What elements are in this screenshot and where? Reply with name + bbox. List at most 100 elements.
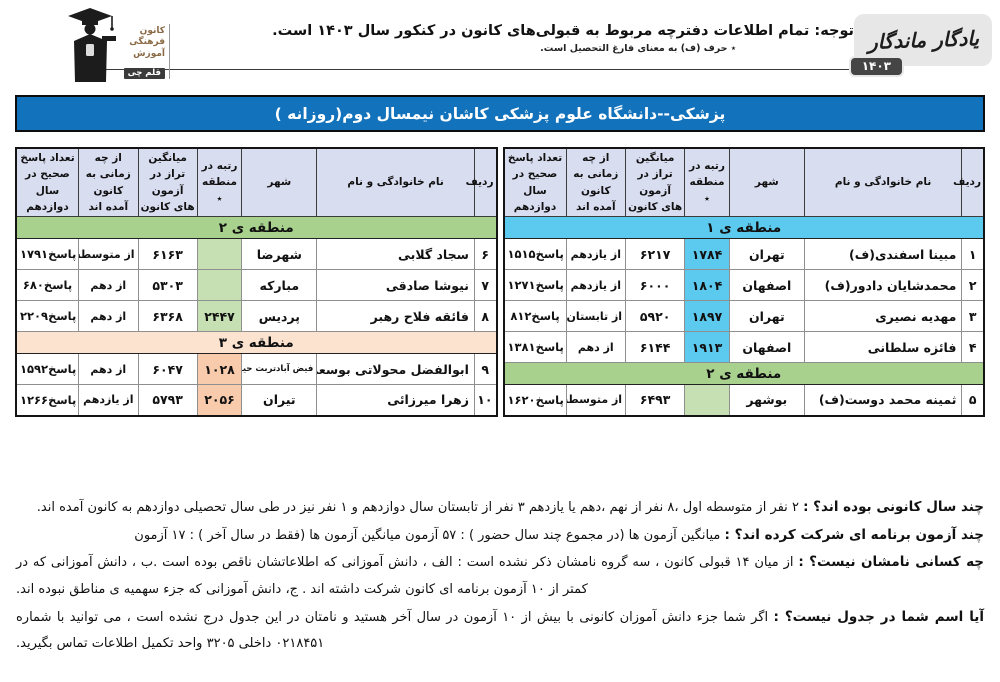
admissions-table-right: ردیف نام خانوادگی و نام شهر رتبه در منطقه ٭… [502, 147, 985, 417]
cell-joined-since: از دهم [565, 331, 627, 364]
cell-average-score: ۶۱۴۴ [625, 331, 686, 364]
cell-row-number: ۶ [473, 238, 498, 271]
cell-region-rank [196, 238, 243, 271]
cell-region-rank: ۱۸۰۴ [684, 269, 730, 302]
cell-student-name: نیوشا صادقی [316, 269, 475, 302]
cell-joined-since: از دهم [78, 269, 139, 302]
region-band-label: منطقه ی ۳ [15, 331, 497, 355]
column-header: تعداد پاسخ صحیح در سال دوازدهم [503, 147, 567, 218]
kanoon-logo-highlight: قلم چی [123, 67, 165, 79]
kanoon-logo-line: فرهنگی [129, 37, 165, 48]
cell-student-name: سجاد گلابی [316, 238, 475, 271]
kanoon-logo-text: کانون فرهنگی آموزش قلم چی [118, 24, 170, 79]
cell-row-number: ۲ [961, 269, 985, 302]
cell-correct-answers: ۸۱۲پاسخ [503, 300, 567, 333]
cell-student-name: مبینا اسفندی(ف) [803, 238, 963, 271]
column-header: میانگین تراز در آزمون های کانون [137, 147, 198, 218]
cell-average-score: ۶۲۱۷ [625, 238, 686, 271]
kanoon-logo-line: کانون [139, 26, 165, 36]
column-header: از چه زمانی به کانون آمده اند [78, 147, 139, 218]
cell-city: مبارکه [241, 269, 318, 302]
note-exam-count: چند آزمون برنامه ای شرکت کرده اند؟ : میا… [16, 522, 984, 550]
column-header: شهر [728, 147, 805, 218]
note-contact: آیا اسم شما در جدول نیست؟ : اگر شما جزء … [16, 604, 984, 658]
cell-city: تهران [728, 300, 805, 333]
cell-correct-answers: ۶۸۰پاسخ [15, 269, 79, 302]
column-header: ردیف [953, 147, 985, 218]
table-right-wrap: ردیف نام خانوادگی و نام شهر رتبه در منطقه ٭… [502, 147, 985, 417]
cell-correct-answers: ۱۷۹۱پاسخ [15, 238, 79, 271]
title-bar: پزشکی--دانشگاه علوم پزشکی کاشان نیمسال د… [15, 95, 985, 132]
cell-average-score: ۶۰۰۰ [625, 269, 686, 302]
cell-correct-answers: ۱۲۶۶پاسخ [15, 384, 79, 417]
cell-student-name: مهدیه نصیری [803, 300, 963, 333]
cell-student-name: فائزه سلطانی [803, 331, 963, 364]
note-question: آیا اسم شما در جدول نیست؟ : [773, 608, 984, 625]
cell-region-rank: ۲۰۵۶ [196, 384, 243, 417]
cell-student-name: ابوالفضل محولاتی بوسعد [316, 353, 475, 386]
cell-joined-since: از یازدهم [565, 238, 627, 271]
cell-student-name: ثمینه محمد دوست(ف) [803, 384, 963, 417]
cell-region-rank: ۱۹۱۳ [684, 331, 730, 364]
cell-row-number: ۳ [961, 300, 985, 333]
cell-row-number: ۱ [961, 238, 985, 271]
column-header: رتبه در منطقه ٭ [684, 147, 730, 218]
cell-average-score: ۶۴۹۳ [625, 384, 686, 417]
cell-average-score: ۶۰۴۷ [137, 353, 198, 386]
cell-average-score: ۶۱۶۳ [137, 238, 198, 271]
note-answer: از میان ۱۴ قبولی کانون ، سه گروه نامشان … [16, 555, 799, 598]
student-row: ۸ فائقه فلاح رهبر پردیس ۲۴۴۷ ۶۳۶۸ از دهم ۲۲۰۹پ… [15, 300, 498, 333]
cell-correct-answers: ۲۲۰۹پاسخ [15, 300, 79, 333]
note-question: چند آزمون برنامه ای شرکت کرده اند؟ : [724, 526, 984, 543]
cell-average-score: ۶۳۶۸ [137, 300, 198, 333]
region-band-label: منطقه ی ۲ [15, 216, 497, 240]
cell-row-number: ۹ [473, 353, 498, 386]
cell-city: فیض آبادتربت حیدریه [241, 353, 318, 386]
note-missing-names: چه کسانی نامشان نیست؟ : از میان ۱۴ قبولی… [16, 549, 984, 603]
yadegar-mandegar-logo: یادگار ماندگار [854, 14, 992, 66]
cell-city: اصفهان [728, 269, 805, 302]
tables-area: ردیف نام خانوادگی و نام شهر رتبه در منطقه ٭… [15, 147, 985, 417]
cell-correct-answers: ۱۶۲۰پاسخ [503, 384, 567, 417]
notice-footnote: ٭ حرف (ف) به معنای فارغ التحصیل است. [540, 43, 736, 54]
cell-average-score: ۵۹۲۰ [625, 300, 686, 333]
note-answer: ۲ نفر از متوسطه اول ،۸ نفر از نهم ،دهم ی… [36, 500, 804, 515]
cell-city: پردیس [241, 300, 318, 333]
note-answer: اگر شما جزء دانش آموزان کانونی با بیش از… [16, 609, 774, 652]
cell-city: تهران [728, 238, 805, 271]
note-question: چند سال کانونی بوده اند؟ : [803, 499, 984, 515]
cell-region-rank: ۲۴۴۷ [196, 300, 243, 333]
cell-row-number: ۷ [473, 269, 498, 302]
region-band: منطقه ی ۲ [15, 216, 497, 240]
cell-region-rank: ۱۰۲۸ [196, 353, 243, 386]
column-header: نام خانوادگی و نام [316, 147, 475, 218]
table-header-row: ردیف نام خانوادگی و نام شهر رتبه در منطقه ٭… [503, 147, 985, 218]
kanoon-logo-line: آموزش [133, 48, 165, 59]
graduate-icon [68, 8, 116, 82]
cell-joined-since: از متوسطه اول [565, 384, 627, 417]
cell-row-number: ۸ [473, 300, 498, 333]
cell-correct-answers: ۱۳۸۱پاسخ [503, 331, 567, 364]
kanoon-logo: کانون فرهنگی آموزش قلم چی [62, 6, 180, 88]
student-row: ۱ مبینا اسفندی(ف) تهران ۱۷۸۴ ۶۲۱۷ از یازدهم ۱۵… [503, 238, 985, 271]
header-divider-line [92, 69, 854, 70]
footer-notes: چند سال کانونی بوده اند؟ : ۲ نفر از متوس… [16, 494, 984, 658]
yadegar-mandegar-text: یادگار ماندگار [867, 26, 979, 54]
cell-city: اصفهان [728, 331, 805, 364]
column-header: شهر [241, 147, 318, 218]
page-title: پزشکی--دانشگاه علوم پزشکی کاشان نیمسال د… [274, 104, 726, 123]
cell-joined-since: از دهم [78, 353, 139, 386]
student-row: ۱۰ زهرا میرزائی تیران ۲۰۵۶ ۵۷۹۳ از یازدهم ۱۲۶۶… [15, 384, 498, 417]
note-years: چند سال کانونی بوده اند؟ : ۲ نفر از متوس… [16, 494, 984, 522]
column-header: میانگین تراز در آزمون های کانون [625, 147, 686, 218]
cell-correct-answers: ۱۲۷۱پاسخ [503, 269, 567, 302]
student-row: ۳ مهدیه نصیری تهران ۱۸۹۷ ۵۹۲۰ از تابستان ۸۱۲پا… [503, 300, 985, 333]
column-header: از چه زمانی به کانون آمده اند [565, 147, 627, 218]
cell-joined-since: از یازدهم [78, 384, 139, 417]
notice-block: توجه: تمام اطلاعات دفترچه مربوط به قبولی… [272, 23, 854, 54]
cell-row-number: ۴ [961, 331, 985, 364]
cell-region-rank: ۱۸۹۷ [684, 300, 730, 333]
student-row: ۴ فائزه سلطانی اصفهان ۱۹۱۳ ۶۱۴۴ از دهم ۱۳۸۱پاس… [503, 331, 985, 364]
